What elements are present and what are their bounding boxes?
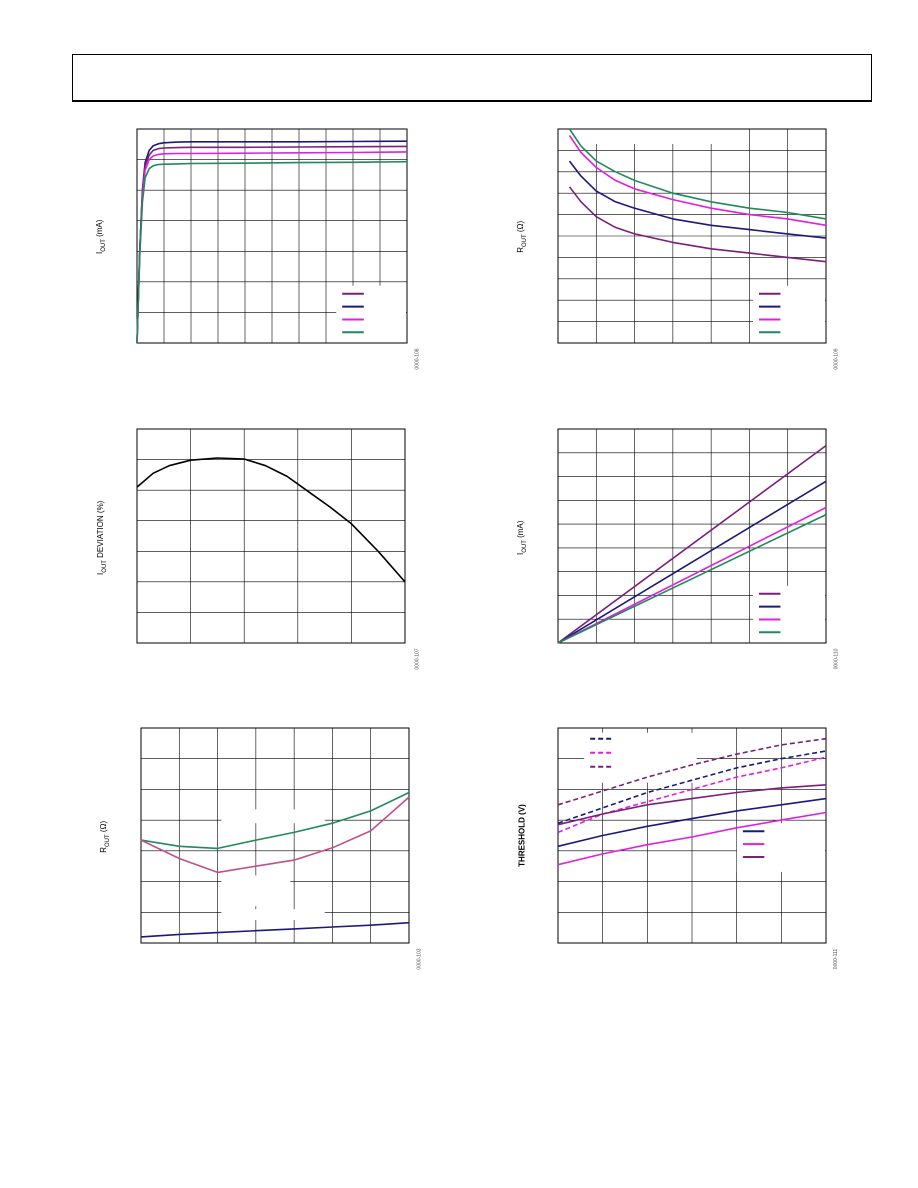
series-line-2	[557, 750, 827, 824]
series-line-1	[557, 444, 827, 644]
chart-output-current-vs-voltage	[136, 128, 408, 348]
chart3-figure-id: 0000-107	[414, 648, 421, 670]
plot-frame	[557, 428, 827, 644]
legend-background	[336, 285, 406, 348]
chart5-ylabel: ROUT (Ω)	[99, 820, 111, 853]
chart4-ylabel: IOUT (mA)	[516, 520, 528, 556]
series-line-6	[557, 811, 827, 866]
annotation-background	[221, 875, 291, 907]
series-line-4	[557, 513, 827, 644]
legend-background	[753, 585, 825, 648]
chart1-ylabel: IOUT (mA)	[95, 219, 107, 255]
series-line-3	[568, 134, 827, 227]
series-line-2	[140, 796, 410, 874]
chart-output-current-deviation	[136, 428, 406, 644]
plot-frame	[140, 727, 410, 944]
series-line-2	[557, 480, 827, 644]
series-line-1	[557, 737, 827, 806]
chart4-figure-id: 0000-110	[833, 648, 840, 670]
plot-frame	[557, 128, 827, 344]
plot-frame	[557, 727, 827, 944]
chart-output-resistance-curves	[557, 128, 827, 348]
page-header-box	[72, 54, 872, 102]
series-line-3	[557, 506, 827, 644]
series-line-1	[140, 791, 410, 850]
series-line-2	[568, 160, 827, 239]
chart-output-resistance-three-series	[140, 727, 410, 944]
legend-background	[753, 285, 825, 348]
chart2-figure-id: 0000-109	[833, 348, 840, 370]
chart5-figure-id: 0000-103	[416, 948, 423, 970]
chart-output-current-linear	[557, 428, 827, 648]
chart1-figure-id: 0000-108	[414, 348, 421, 370]
series-line-1	[568, 186, 827, 263]
plot-frame	[136, 128, 408, 344]
annotation-background	[221, 909, 325, 920]
series-line-5	[557, 797, 827, 848]
legend-top-background	[584, 732, 697, 783]
chart2-ylabel: ROUT (Ω)	[516, 220, 528, 253]
chart3-ylabel: IOUT DEVIATION (%)	[96, 500, 108, 575]
chart-threshold-voltage	[557, 727, 827, 944]
series-line-4	[568, 128, 827, 220]
chart6-figure-id: 0000-111	[833, 948, 840, 970]
series-line-3	[140, 921, 410, 938]
series-line-1	[136, 457, 406, 583]
annotation-background	[558, 129, 719, 144]
annotation-background	[221, 809, 325, 824]
chart6-ylabel: THRESHOLD (V)	[517, 804, 527, 867]
series-line-4	[136, 160, 408, 344]
plot-frame	[136, 428, 406, 644]
series-line-4	[557, 784, 827, 826]
